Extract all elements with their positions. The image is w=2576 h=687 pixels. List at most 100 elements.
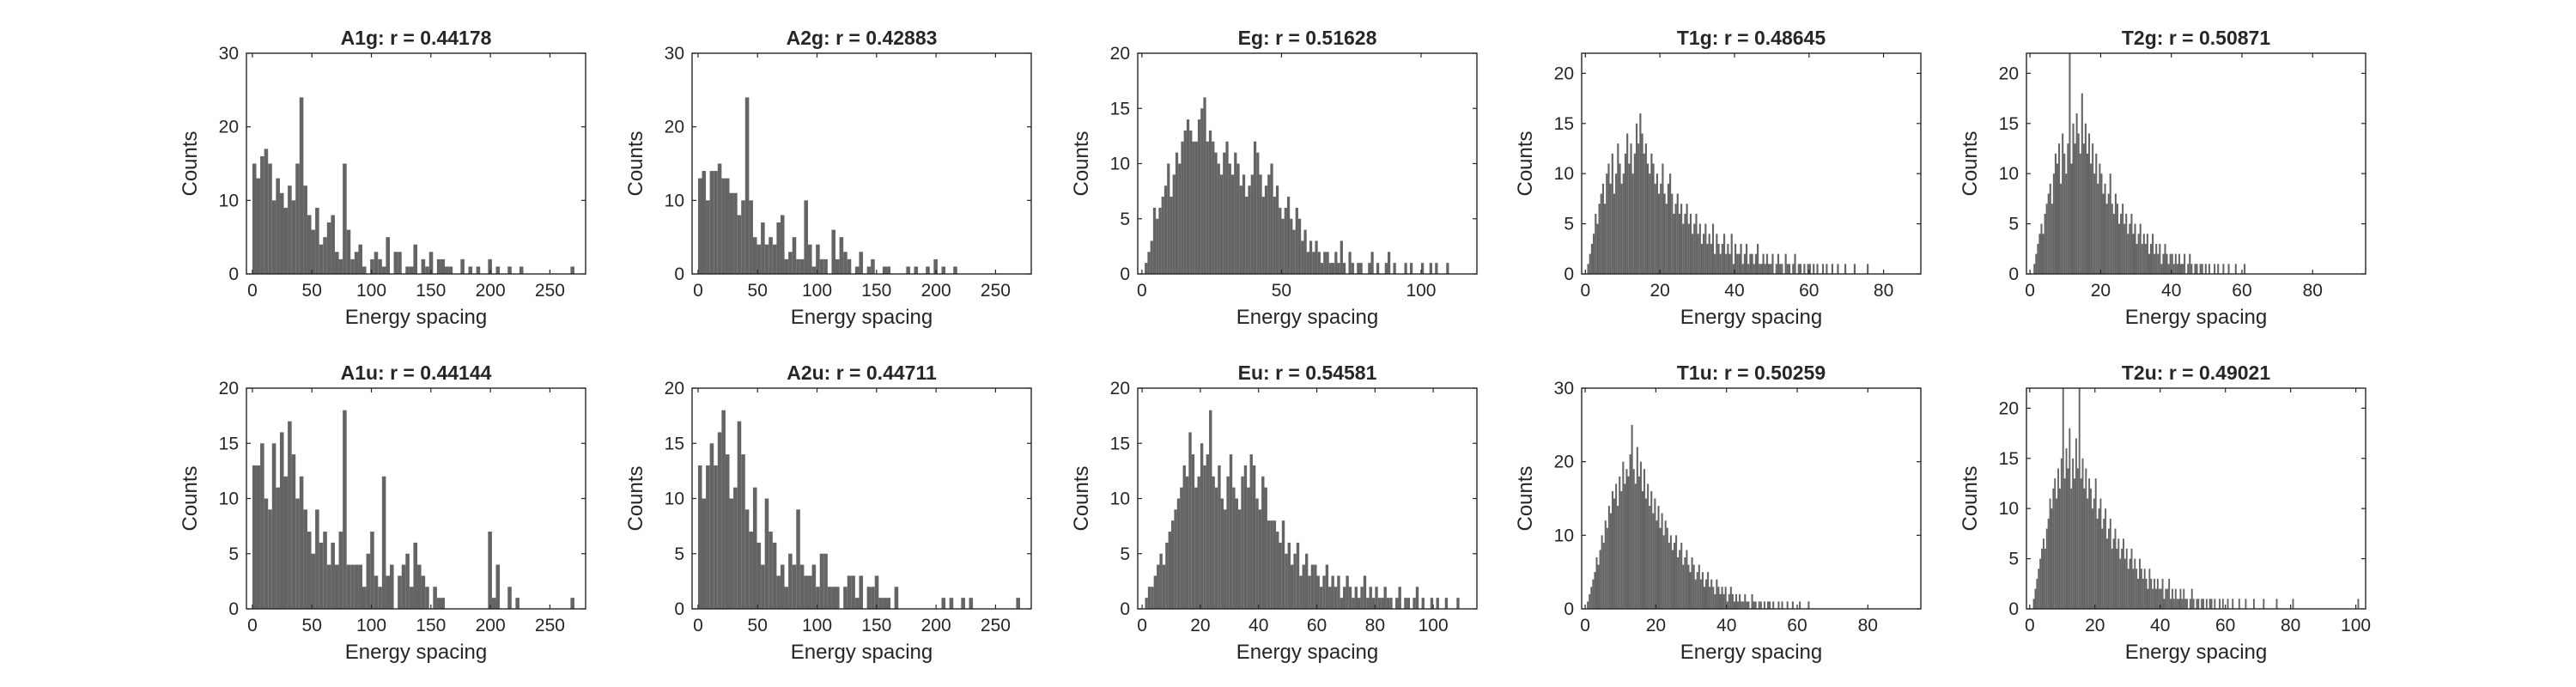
histogram-bar [1197,119,1201,274]
histogram-bar [1722,593,1725,609]
y-tick-label: 15 [1110,434,1130,453]
histogram-bar [1456,598,1460,609]
histogram-bar [2232,599,2234,609]
histogram-bar [1320,263,1324,274]
histogram-bar [1731,593,1734,609]
histogram-bar [315,207,319,274]
histogram-bar [1611,153,1613,274]
histogram-bar [1643,153,1645,274]
histogram-bar [495,564,501,609]
histogram-bar [1660,183,1662,274]
histogram-bar [706,465,710,609]
histogram-bar [440,258,446,274]
histogram-bar [2056,163,2059,274]
x-tick-label: 200 [476,281,506,301]
histogram-bar [1771,253,1774,274]
histogram-bar [2190,588,2193,609]
histogram-bar [706,200,710,274]
histogram-bar [2202,599,2204,609]
histogram-bar [2107,528,2110,609]
histogram-bar [2136,243,2138,274]
histogram-bar [2275,599,2278,609]
histogram-bar [343,410,347,609]
histogram-bar [1788,264,1791,274]
histogram-bar [1624,483,1626,609]
histogram-bar [460,258,465,274]
histogram-bar [792,237,797,274]
histogram-bar [2159,243,2161,274]
histogram-bar [1230,174,1235,274]
histogram-bar [2170,599,2172,609]
histogram-bar [468,266,473,274]
y-tick-label: 10 [219,191,239,210]
histogram-bar [1343,587,1346,609]
histogram-bar [1738,253,1741,274]
histogram-bar [2060,183,2063,274]
histogram-bar [1762,253,1765,274]
histogram-bar [264,498,269,609]
histogram-bar [425,266,429,274]
histogram-bar [2139,223,2142,274]
histogram-bar [2070,488,2073,609]
histogram-bar [1292,229,1296,274]
histogram-bar [1692,234,1694,274]
histogram-bar [866,587,872,609]
x-tick-label: 60 [1307,616,1327,635]
histogram-bar [1617,143,1619,274]
panel-title: A2g: r = 0.42883 [787,27,938,49]
histogram-bar [1595,557,1598,609]
histogram-bar [436,258,441,274]
y-tick-label: 10 [1110,155,1130,174]
histogram-bar [2162,253,2165,274]
histogram-bar [2155,243,2158,274]
histogram-bar [507,587,512,609]
histogram-bar [374,252,379,274]
histogram-bar [1285,553,1288,609]
histogram-bar [2054,153,2057,274]
histogram-bar [1687,223,1690,274]
histogram-bar [1734,243,1737,274]
histogram-bar [2082,143,2085,274]
y-tick-label: 0 [228,264,239,284]
histogram-bar [1689,213,1692,274]
histogram-bar [1837,264,1839,274]
histogram-bar [2094,478,2097,609]
histogram-bar [326,564,331,609]
histogram-bar [2121,548,2123,609]
histogram-bar [1371,598,1376,609]
histogram-bar [2090,163,2093,274]
histogram-bar [2139,558,2141,609]
histogram-bar [1151,587,1154,609]
histogram-bar [2174,588,2177,609]
histogram-bar [1716,234,1718,274]
histogram-bar [2192,599,2195,609]
histogram-bars [1587,424,1810,609]
histogram-bar [804,200,808,274]
histogram-bar [1351,263,1354,274]
y-tick-label: 0 [674,264,684,284]
x-tick-label: 40 [1724,281,1744,301]
x-tick-label: 100 [802,281,832,301]
histogram-bar [1712,587,1715,609]
histogram-bar [1751,253,1753,274]
y-axis-label: Counts [1514,131,1537,196]
histogram-bar [1613,193,1616,274]
histogram-bar [1749,253,1752,274]
histogram-bar [926,266,930,274]
histogram-bar [1675,535,1678,609]
histogram-bar [2050,204,2053,274]
histogram-bar [2160,264,2163,274]
x-tick-label: 250 [535,281,565,301]
histogram-bar [2217,264,2220,274]
histogram-bar [1694,579,1697,609]
histogram-bar [2123,558,2126,609]
histogram-bar [2222,264,2225,274]
histogram-bar [1435,263,1438,274]
histogram-bar [1596,223,1599,274]
histogram-bar [1647,483,1649,609]
histogram-bar [1803,264,1806,274]
histogram-bar [1182,465,1186,609]
histogram-bar [1153,575,1157,609]
histogram-bar [1342,263,1346,274]
histogram-bar [1652,163,1655,274]
